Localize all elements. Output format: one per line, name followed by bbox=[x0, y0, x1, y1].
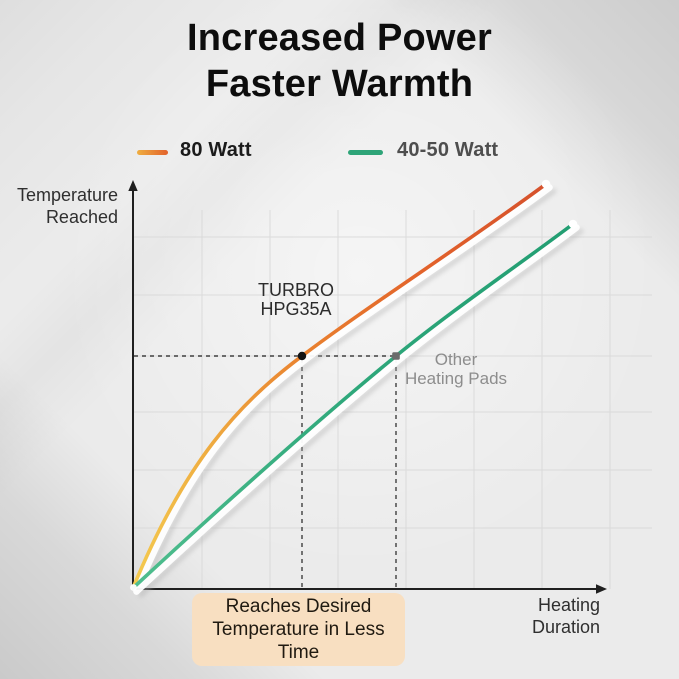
legend-swatch-40-50watt bbox=[348, 150, 383, 155]
callout-line-2: Temperature in Less Time bbox=[212, 619, 385, 663]
curve-white-underlays bbox=[133, 184, 580, 595]
x-axis-label-line-2: Duration bbox=[531, 617, 600, 637]
legend-label-80watt: 80 Watt bbox=[180, 139, 252, 161]
callout-line-1: Reaches Desired bbox=[225, 596, 372, 617]
curve-shadows bbox=[138, 188, 584, 598]
page-title: Increased Power Faster Warmth bbox=[0, 15, 679, 107]
curve-tip-highlights bbox=[130, 179, 578, 591]
x-axis-label-line-1: Heating bbox=[537, 595, 600, 615]
other-pads-annotation: Other Heating Pads bbox=[394, 350, 518, 388]
y-axis-label-line-1: Temperature bbox=[16, 185, 118, 205]
turbro-annotation: TURBRO HPG35A bbox=[236, 281, 356, 319]
turbro-point-dot bbox=[297, 351, 307, 361]
other-point-dot bbox=[392, 352, 400, 360]
axes bbox=[128, 180, 607, 594]
y-axis-label: Temperature Reached bbox=[0, 184, 118, 228]
other-pads-annotation-line-2: Heating Pads bbox=[404, 369, 508, 388]
legend-swatch-80watt bbox=[137, 150, 168, 155]
x-axis-arrow bbox=[596, 584, 607, 594]
page-title-line-2: Faster Warmth bbox=[205, 63, 474, 105]
x-axis-label: Heating Duration bbox=[500, 594, 600, 638]
other-pads-annotation-line-1: Other bbox=[434, 350, 478, 369]
page-title-line-1: Increased Power bbox=[186, 17, 493, 59]
legend-label-40-50watt: 40-50 Watt bbox=[397, 139, 499, 161]
dashed-reference-lines bbox=[134, 355, 397, 589]
turbro-annotation-line-1: TURBRO bbox=[258, 280, 334, 300]
callout-badge: Reaches Desired Temperature in Less Time bbox=[192, 593, 405, 666]
curve-40-50watt bbox=[131, 222, 575, 590]
origin-highlight bbox=[130, 584, 137, 591]
y-axis-label-line-2: Reached bbox=[45, 207, 118, 227]
turbro-annotation-line-2: HPG35A bbox=[260, 299, 332, 319]
y-axis-arrow bbox=[128, 180, 138, 191]
